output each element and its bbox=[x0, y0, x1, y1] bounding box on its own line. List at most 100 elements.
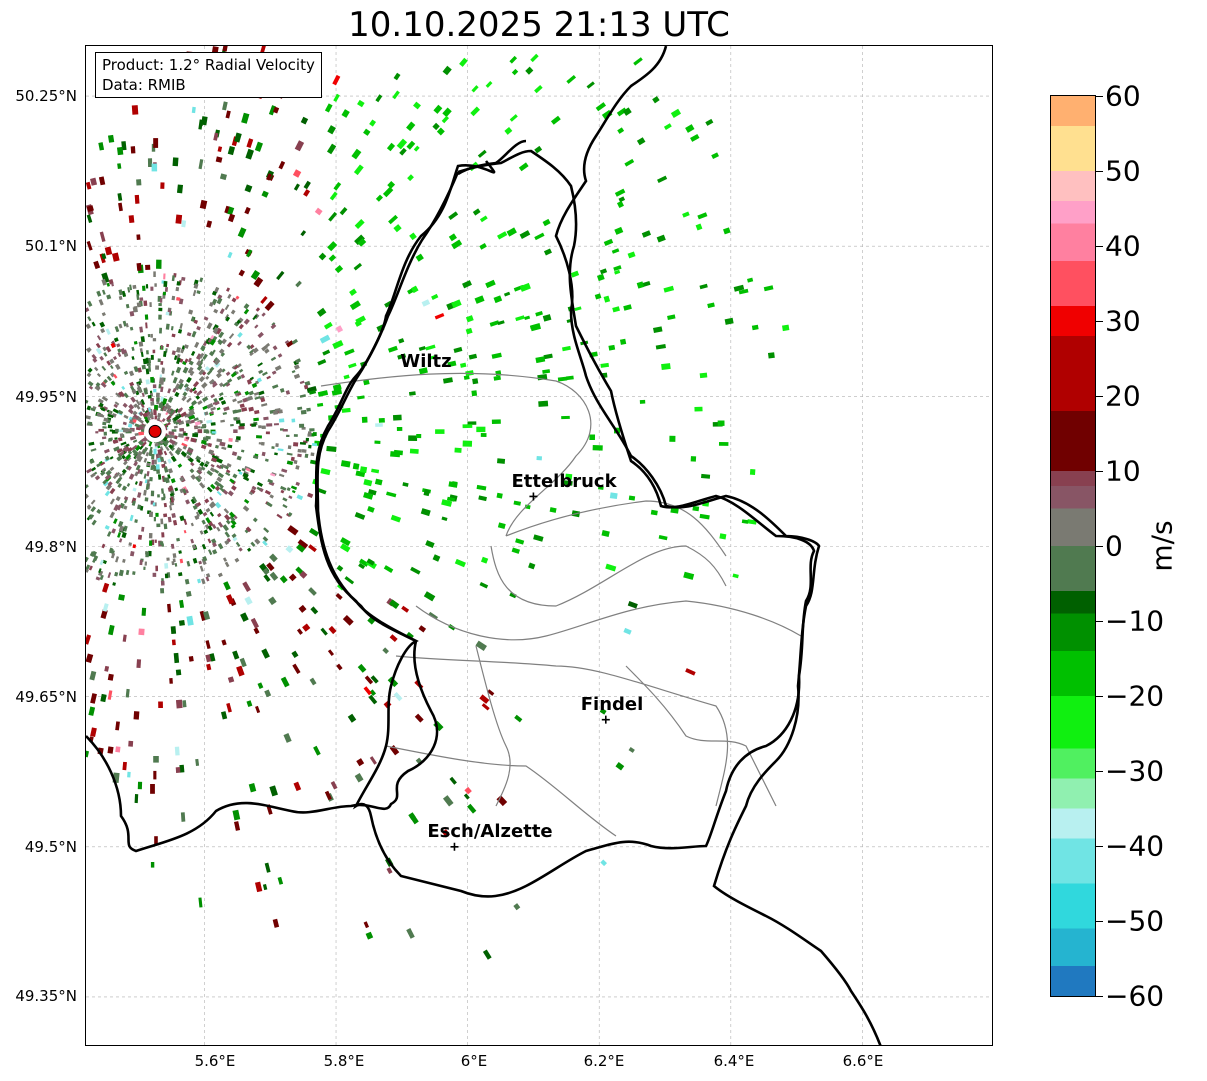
velocity-bin bbox=[107, 134, 115, 143]
velocity-bin bbox=[257, 331, 264, 339]
velocity-bin bbox=[262, 883, 268, 891]
velocity-bin bbox=[122, 634, 127, 642]
velocity-bin bbox=[119, 451, 125, 456]
velocity-bin bbox=[623, 304, 632, 311]
canton-boundaries bbox=[320, 372, 802, 837]
velocity-bin bbox=[718, 442, 729, 446]
velocity-bin bbox=[159, 374, 163, 378]
velocity-bin bbox=[141, 364, 147, 370]
velocity-bin bbox=[224, 531, 231, 538]
velocity-bin bbox=[331, 389, 343, 396]
velocity-bin bbox=[225, 316, 231, 322]
velocity-bin bbox=[216, 438, 223, 443]
velocity-bin bbox=[335, 325, 344, 333]
velocity-bin bbox=[511, 68, 519, 76]
velocity-bin bbox=[227, 146, 236, 156]
velocity-bin bbox=[179, 764, 185, 773]
velocity-bin bbox=[218, 483, 224, 489]
velocity-bin bbox=[535, 310, 543, 317]
velocity-bin bbox=[177, 463, 183, 468]
velocity-bin bbox=[216, 476, 223, 483]
velocity-bin bbox=[170, 496, 175, 503]
velocity-bin bbox=[174, 391, 180, 398]
velocity-bin bbox=[227, 444, 233, 449]
velocity-bin bbox=[128, 403, 135, 410]
velocity-bin bbox=[135, 453, 141, 460]
velocity-bin bbox=[158, 303, 162, 307]
velocity-bin bbox=[406, 140, 416, 150]
velocity-bin bbox=[257, 362, 263, 367]
velocity-bin bbox=[249, 376, 254, 381]
velocity-bin bbox=[269, 571, 279, 581]
velocity-bin bbox=[396, 138, 408, 150]
velocity-bin bbox=[159, 298, 163, 303]
velocity-bin bbox=[241, 112, 250, 124]
colorbar-tick-mark bbox=[1096, 396, 1103, 397]
velocity-bin bbox=[215, 327, 222, 335]
velocity-bin bbox=[152, 502, 156, 506]
velocity-bin bbox=[107, 572, 112, 579]
velocity-bin bbox=[413, 145, 420, 152]
velocity-bin bbox=[176, 357, 181, 365]
velocity-bin bbox=[102, 346, 107, 352]
velocity-bin bbox=[168, 408, 175, 415]
velocity-bin bbox=[104, 473, 112, 481]
velocity-bin bbox=[244, 596, 253, 606]
velocity-bin bbox=[119, 433, 124, 437]
velocity-bin bbox=[222, 557, 228, 562]
velocity-bin bbox=[293, 442, 299, 447]
velocity-bin bbox=[207, 538, 212, 544]
velocity-bin bbox=[210, 463, 215, 468]
velocity-bin bbox=[95, 382, 101, 387]
velocity-bin bbox=[265, 431, 270, 435]
velocity-bin bbox=[186, 450, 193, 456]
velocity-bin bbox=[87, 316, 92, 322]
velocity-bin bbox=[157, 358, 161, 363]
velocity-bin bbox=[291, 338, 298, 345]
velocity-bin bbox=[465, 327, 473, 335]
velocity-bin bbox=[122, 320, 127, 327]
velocity-bin bbox=[193, 390, 198, 395]
velocity-bin bbox=[204, 411, 209, 416]
velocity-bin bbox=[250, 488, 256, 495]
velocity-bin bbox=[396, 426, 403, 431]
velocity-bin bbox=[299, 441, 306, 445]
velocity-bin bbox=[116, 456, 122, 461]
velocity-bin bbox=[87, 367, 93, 373]
velocity-bin bbox=[171, 275, 175, 282]
velocity-bin bbox=[206, 322, 213, 330]
velocity-bin bbox=[207, 442, 212, 448]
velocity-bin bbox=[296, 628, 303, 635]
velocity-bin bbox=[782, 324, 790, 332]
city-label-esch-alzette: Esch/Alzette bbox=[427, 821, 553, 842]
velocity-bin bbox=[214, 444, 219, 449]
velocity-bin bbox=[243, 498, 250, 504]
velocity-bin bbox=[271, 370, 277, 375]
velocity-bin bbox=[92, 357, 98, 363]
velocity-bin bbox=[432, 554, 441, 562]
velocity-bin bbox=[102, 582, 110, 593]
velocity-bin bbox=[137, 468, 141, 474]
velocity-bin bbox=[608, 344, 616, 351]
velocity-bin bbox=[156, 259, 162, 269]
velocity-bin bbox=[203, 316, 209, 321]
velocity-bin bbox=[462, 440, 473, 447]
velocity-bin bbox=[363, 686, 372, 696]
radar-map[interactable]: Product: 1.2° Radial Velocity Data: RMIB… bbox=[85, 45, 993, 1046]
velocity-bin bbox=[200, 345, 206, 351]
velocity-bin bbox=[253, 627, 260, 635]
velocity-bin bbox=[353, 164, 364, 176]
velocity-bin bbox=[269, 785, 278, 797]
velocity-bin bbox=[211, 542, 217, 548]
velocity-bin bbox=[477, 149, 487, 158]
velocity-bin bbox=[174, 746, 180, 756]
velocity-bin bbox=[145, 452, 150, 457]
velocity-bin bbox=[389, 634, 398, 643]
colorbar-tick-label: −50 bbox=[1105, 904, 1165, 938]
velocity-bin bbox=[374, 478, 383, 486]
velocity-bin bbox=[300, 409, 307, 415]
velocity-bin bbox=[697, 212, 708, 220]
velocity-bin bbox=[393, 72, 401, 81]
velocity-bin bbox=[232, 398, 237, 403]
velocity-bin bbox=[200, 444, 207, 450]
